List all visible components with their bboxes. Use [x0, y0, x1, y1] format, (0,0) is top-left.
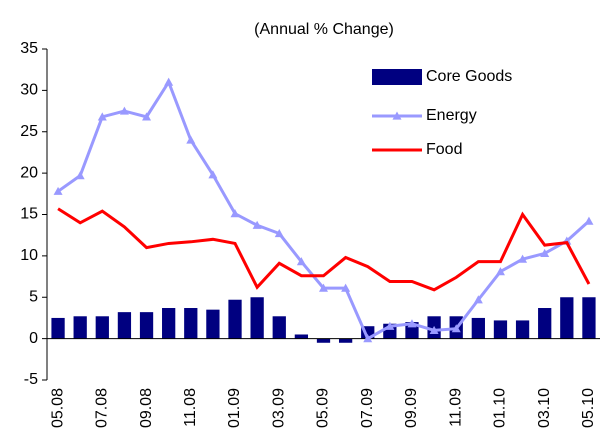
marker	[473, 295, 483, 304]
marker	[186, 135, 196, 144]
legend-label: Core Goods	[426, 68, 512, 85]
legend-label: Energy	[426, 107, 477, 124]
marker	[296, 257, 306, 266]
x-tick-label: 03.10	[536, 388, 553, 428]
x-tick-label: 09.08	[138, 388, 155, 428]
marker	[495, 267, 505, 276]
bar	[162, 308, 176, 339]
y-tick-label: 5	[29, 288, 38, 305]
bar	[250, 297, 264, 339]
y-tick-label: 35	[20, 40, 38, 57]
marker	[75, 171, 85, 180]
x-tick-label: 07.09	[359, 388, 376, 428]
marker	[429, 325, 439, 334]
marker	[164, 77, 174, 86]
y-tick-label: -5	[24, 371, 38, 388]
marker	[53, 186, 63, 195]
line	[57, 207, 591, 292]
legend-marker	[392, 111, 402, 120]
x-tick-label: 07.08	[94, 388, 111, 428]
bar	[515, 320, 530, 339]
legend-label: Food	[426, 141, 462, 158]
x-tick-label: 01.09	[226, 388, 243, 428]
bar	[206, 309, 220, 339]
y-tick-label: 25	[20, 123, 38, 140]
marker	[363, 334, 373, 343]
marker	[407, 319, 417, 328]
bar	[582, 297, 596, 339]
x-tick-label: 05.09	[315, 388, 332, 428]
bar	[471, 317, 485, 339]
bar	[73, 316, 87, 339]
x-tick-label: 01.10	[492, 388, 509, 428]
x-tick-label: 03.09	[270, 388, 287, 428]
y-tick-label: 30	[20, 82, 38, 99]
marker	[208, 170, 218, 179]
x-tick-label: 05.10	[580, 388, 597, 428]
bar	[493, 320, 508, 339]
y-tick-label: 0	[29, 330, 38, 347]
legend-swatch	[372, 69, 422, 85]
bar	[139, 312, 154, 339]
marker	[274, 229, 284, 238]
bar	[294, 334, 309, 339]
x-tick-label: 05.08	[49, 388, 66, 428]
marker	[319, 283, 328, 292]
x-tick-label: 11.09	[447, 388, 464, 427]
marker	[341, 283, 351, 292]
y-tick-label: 10	[20, 247, 38, 264]
marker	[385, 321, 395, 330]
y-tick-label: 20	[20, 164, 38, 181]
x-tick-label: 11.08	[182, 388, 199, 427]
bar	[117, 312, 132, 339]
marker	[540, 248, 550, 257]
x-tick-label: 09.09	[403, 388, 420, 428]
bar	[228, 299, 242, 339]
bar	[316, 338, 331, 343]
bar	[51, 317, 65, 339]
bar	[338, 338, 353, 343]
marker	[252, 220, 262, 229]
bar	[538, 308, 552, 339]
marker	[97, 112, 107, 121]
bar	[184, 308, 198, 339]
line	[57, 78, 590, 341]
marker	[584, 216, 594, 225]
marker	[518, 254, 528, 263]
bar	[95, 316, 109, 339]
bar	[560, 297, 574, 339]
bar	[272, 316, 286, 339]
marker	[230, 209, 240, 218]
y-tick-label: 15	[20, 206, 38, 223]
chart-title: (Annual % Change)	[254, 21, 394, 38]
marker	[451, 324, 461, 333]
marker	[142, 112, 152, 121]
marker	[119, 106, 129, 115]
